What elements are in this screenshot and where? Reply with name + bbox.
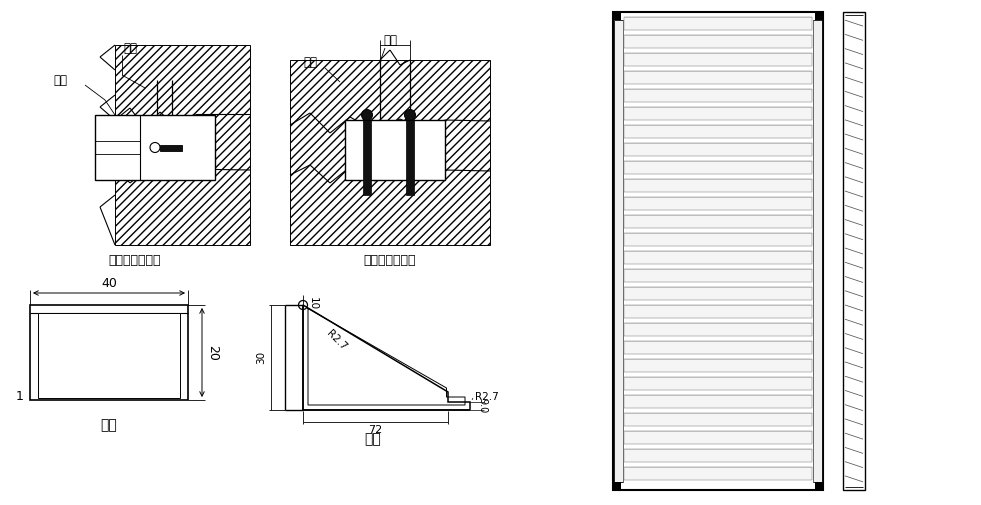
Text: 10: 10	[308, 297, 318, 310]
Bar	[30, 305, 188, 400]
Text: 40: 40	[101, 277, 117, 290]
Text: 边框: 边框	[101, 418, 118, 432]
Text: 墙体: 墙体	[123, 41, 137, 55]
Text: 立柱打螺丝固定: 立柱打螺丝固定	[364, 254, 416, 267]
Bar	[345, 120, 445, 180]
Bar	[624, 341, 812, 354]
Bar	[406, 120, 414, 195]
Bar	[38, 313, 180, 398]
Text: 9.0: 9.0	[477, 398, 487, 414]
Circle shape	[404, 110, 416, 121]
Bar	[815, 12, 823, 20]
Bar	[613, 12, 823, 490]
Text: R2.7: R2.7	[325, 328, 349, 352]
Text: 墙体: 墙体	[303, 56, 317, 69]
Text: 20: 20	[206, 344, 219, 361]
Bar	[624, 107, 812, 120]
Bar	[624, 215, 812, 228]
Bar	[624, 251, 812, 264]
Bar	[624, 467, 812, 480]
Bar	[624, 35, 812, 48]
Bar	[624, 287, 812, 300]
Bar	[624, 359, 812, 372]
Bar	[624, 125, 812, 138]
Polygon shape	[303, 305, 470, 410]
Bar	[624, 17, 812, 30]
Bar	[624, 413, 812, 426]
Text: 30: 30	[256, 351, 266, 364]
Bar	[624, 395, 812, 408]
Text: 面管: 面管	[53, 74, 67, 86]
Bar	[624, 197, 812, 210]
Bar	[624, 449, 812, 462]
Bar	[624, 53, 812, 66]
Circle shape	[362, 110, 373, 121]
Bar	[624, 71, 812, 84]
Bar	[363, 120, 371, 195]
Bar	[624, 431, 812, 444]
Text: 72: 72	[369, 425, 383, 435]
Bar	[614, 20, 623, 482]
Bar	[624, 179, 812, 192]
Bar	[624, 161, 812, 174]
Bar	[624, 89, 812, 102]
Bar	[160, 144, 182, 150]
Bar	[843, 12, 865, 490]
Bar	[624, 305, 812, 318]
Text: 面管打螺丝固定: 面管打螺丝固定	[109, 254, 161, 267]
Polygon shape	[290, 60, 490, 245]
Text: 叶片: 叶片	[364, 432, 381, 446]
Bar	[95, 115, 215, 180]
Text: 1: 1	[16, 389, 24, 402]
Bar	[624, 269, 812, 282]
Circle shape	[150, 142, 160, 153]
Bar	[624, 377, 812, 390]
Bar	[613, 12, 621, 20]
Bar	[813, 20, 822, 482]
Text: R2.7: R2.7	[475, 392, 498, 402]
Bar	[624, 233, 812, 246]
Bar	[815, 482, 823, 490]
Polygon shape	[115, 45, 250, 245]
Bar	[624, 143, 812, 156]
Bar	[624, 323, 812, 336]
Text: 立柱: 立柱	[383, 33, 397, 46]
Bar	[613, 482, 621, 490]
